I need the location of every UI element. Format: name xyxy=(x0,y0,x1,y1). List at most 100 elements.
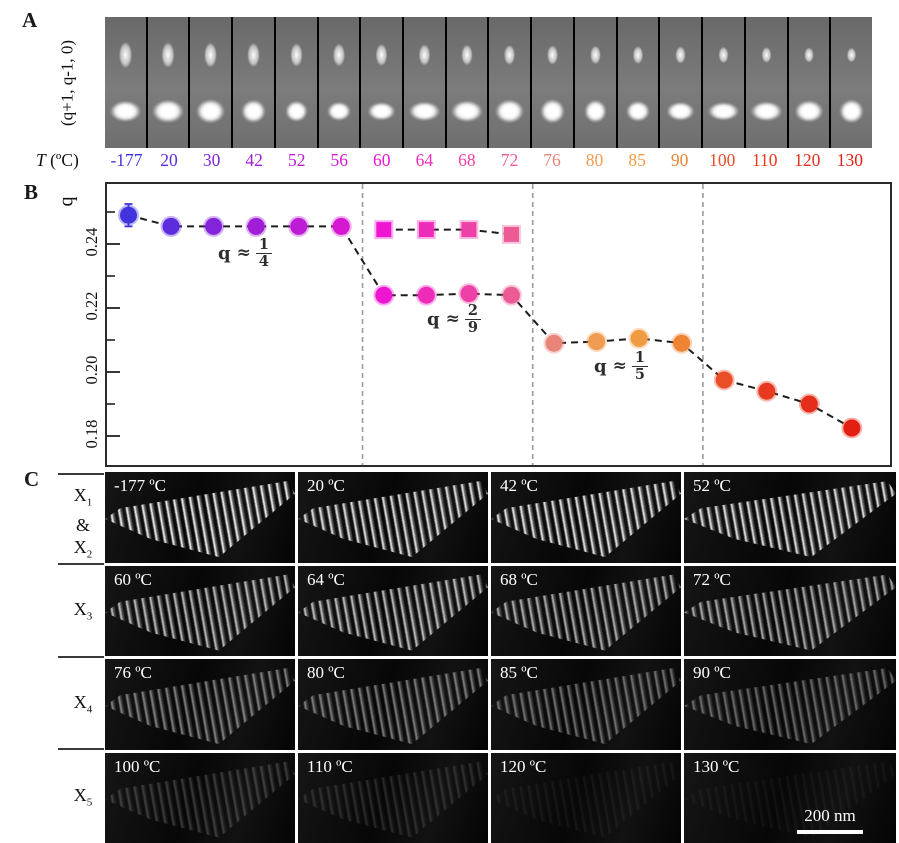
temperature-label-56: 56 xyxy=(330,150,349,170)
temperature-label-90: 90 xyxy=(670,150,689,170)
tem-image-64: 64 ºC xyxy=(298,565,488,656)
circle-marker-64 xyxy=(415,284,437,306)
diffraction-image-52 xyxy=(275,17,317,148)
tem-image-80: 80 ºC xyxy=(298,659,488,750)
diffraction-image-130 xyxy=(831,17,872,148)
temperature-units: (ºC) xyxy=(50,150,79,170)
row-separator xyxy=(58,473,104,475)
temperature-label-72: 72 xyxy=(500,150,519,170)
tem-image-20: 20 ºC xyxy=(298,472,488,563)
temperature-label-120: 120 xyxy=(794,150,821,170)
square-series-line xyxy=(383,228,512,236)
temperature-axis-title: T (ºC) xyxy=(36,150,79,171)
temperature-symbol: T xyxy=(36,150,46,170)
fraction-numerator: 2 xyxy=(464,303,481,320)
tem-image-110: 110 ºC xyxy=(298,752,488,843)
square-marker-60 xyxy=(374,220,394,240)
y-tick-0.22: 0.22 xyxy=(82,291,101,321)
circle-marker-130 xyxy=(841,417,863,439)
diffraction-image-56 xyxy=(318,17,360,148)
plot-canvas xyxy=(107,184,863,465)
approx-symbol: ≈ xyxy=(236,243,251,264)
tem-row-label-4: X5 xyxy=(73,785,93,809)
tem-temperature-label: 110 ºC xyxy=(307,756,353,776)
tem-temperature-label: -177 ºC xyxy=(114,476,167,495)
tem-temperature-label: 76 ºC xyxy=(114,663,152,682)
row-separator xyxy=(58,563,104,565)
temperature-label-76: 76 xyxy=(543,150,561,170)
diffraction-image-85 xyxy=(617,17,659,148)
tem-image-68: 68 ºC xyxy=(491,565,681,656)
diffraction-image-60 xyxy=(361,17,403,148)
temperature-label-110: 110 xyxy=(751,150,778,170)
fraction-numerator: 1 xyxy=(631,350,648,367)
approx-symbol: ≈ xyxy=(612,356,627,377)
diffraction-image-120 xyxy=(788,17,830,148)
diffraction-image--177 xyxy=(105,17,146,148)
diffraction-image-80 xyxy=(574,17,616,148)
circle-marker-72 xyxy=(500,284,522,306)
tem-row-label-3: X4 xyxy=(73,692,93,716)
temperature-label-68: 68 xyxy=(458,150,476,170)
square-marker-64 xyxy=(416,220,436,240)
annotation-lead: q xyxy=(427,308,440,330)
fraction-denominator: 5 xyxy=(634,365,645,383)
temperature-label--177: -177 xyxy=(110,150,143,170)
circle-marker-52 xyxy=(288,215,310,237)
square-marker-68 xyxy=(459,220,479,240)
tem-temperature-label: 120 ºC xyxy=(500,756,547,776)
tem-temperature-label: 100 ºC xyxy=(114,756,161,776)
approx-symbol: ≈ xyxy=(445,309,460,330)
tem-row-label-2: X3 xyxy=(73,599,93,623)
circle-marker-20 xyxy=(160,215,182,237)
tem-image-grid: -177 ºC 20 ºC 42 ºC 52 ºC 60 ºC 64 ºC 68 ºC 72 … xyxy=(105,472,897,843)
diffraction-image-72 xyxy=(489,17,531,148)
circle-marker-30 xyxy=(203,215,225,237)
temperature-axis: T (ºC) -177 20 30 42 52 56 60 64 68 72 76 80 85 90 100… xyxy=(0,150,899,172)
annotation-q-two-ninths: q ≈2 9 xyxy=(427,303,481,336)
diffraction-image-76 xyxy=(532,17,573,148)
tem-temperature-label: 68 ºC xyxy=(500,569,538,589)
y-tick-0.24: 0.24 xyxy=(82,227,101,257)
diffraction-image-42 xyxy=(233,17,274,148)
tem-image-120: 120 ºC xyxy=(491,752,681,843)
scale-bar-line xyxy=(797,830,863,834)
panel-b-letter: B xyxy=(24,180,39,204)
diffraction-strip xyxy=(105,17,872,148)
row-separator xyxy=(58,748,104,750)
panel-a-letter: A xyxy=(22,8,38,32)
circle-marker-76 xyxy=(543,332,565,354)
annotation-lead: q xyxy=(594,355,607,377)
diffraction-image-20 xyxy=(147,17,189,148)
temperature-label-30: 30 xyxy=(202,150,221,170)
scale-bar: 200 nm xyxy=(797,806,863,834)
temperature-label-60: 60 xyxy=(373,150,391,170)
q-vs-temperature-plot xyxy=(105,182,892,467)
tem-temperature-label: 72 ºC xyxy=(693,569,731,589)
panel-a-axis-label: (q+1, q-1, 0) xyxy=(57,39,77,127)
circle-marker-80 xyxy=(586,331,608,353)
diffraction-image-64 xyxy=(404,17,445,148)
tem-temperature-label: 42 ºC xyxy=(500,476,538,495)
annotation-q-one-quarter: q ≈1 4 xyxy=(218,237,272,270)
tem-image-72: 72 ºC xyxy=(684,565,896,656)
tem-temperature-label: 52 ºC xyxy=(693,476,731,495)
fraction-numerator: 1 xyxy=(255,237,272,254)
panel-c-letter: C xyxy=(24,467,40,491)
temperature-label-80: 80 xyxy=(585,150,604,170)
diffraction-image-30 xyxy=(190,17,232,148)
diffraction-image-110 xyxy=(745,17,787,148)
tem-image-76: 76 ºC xyxy=(105,659,295,750)
tem-temperature-label: 90 ºC xyxy=(693,663,731,682)
diffraction-image-90 xyxy=(660,17,702,148)
row-separator xyxy=(58,656,104,658)
tem-image--177: -177 ºC xyxy=(105,472,295,563)
tem-row-label-1: X1 & X2 xyxy=(73,485,93,561)
y-tick-0.20: 0.20 xyxy=(82,355,101,385)
tem-temperature-label: 80 ºC xyxy=(307,663,345,682)
tem-temperature-label: 60 ºC xyxy=(114,569,152,589)
tem-image-100: 100 ºC xyxy=(105,752,295,843)
